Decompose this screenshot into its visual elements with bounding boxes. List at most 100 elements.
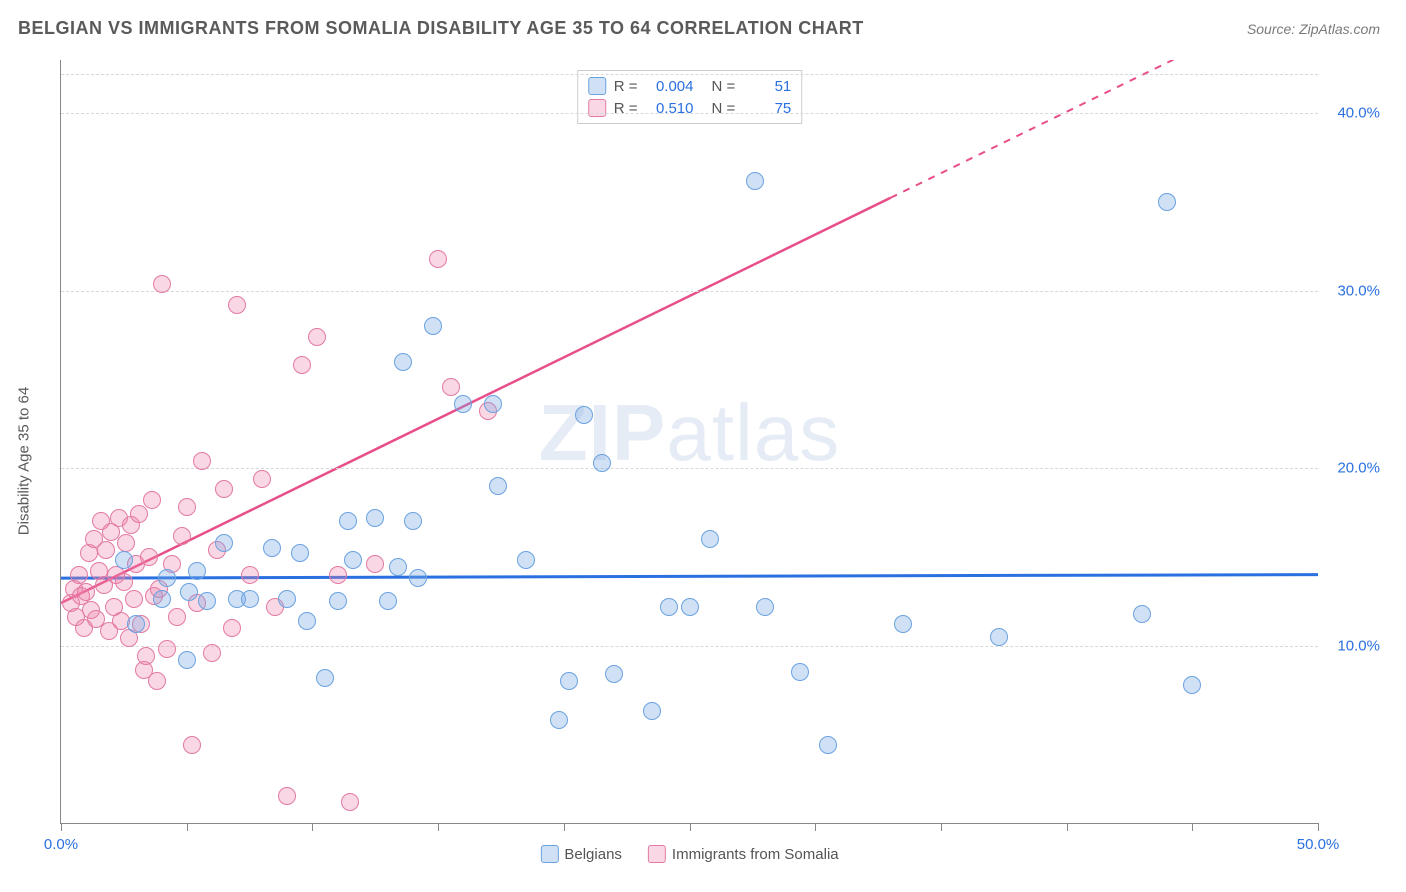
gridline-h: [61, 291, 1318, 292]
scatter-point: [746, 172, 764, 190]
xtick: [690, 823, 691, 831]
scatter-point: [158, 640, 176, 658]
scatter-point: [424, 317, 442, 335]
scatter-point: [894, 615, 912, 633]
scatter-point: [293, 356, 311, 374]
scatter-point: [560, 672, 578, 690]
xtick: [1318, 823, 1319, 831]
scatter-point: [253, 470, 271, 488]
ytick-label: 10.0%: [1322, 637, 1380, 654]
scatter-point: [278, 590, 296, 608]
scatter-point: [1133, 605, 1151, 623]
source-label: Source: ZipAtlas.com: [1247, 21, 1380, 37]
scatter-point: [660, 598, 678, 616]
y-axis-label: Disability Age 35 to 64: [16, 387, 33, 535]
legend-label: Belgians: [564, 846, 622, 863]
r-label: R =: [614, 78, 638, 95]
xtick: [941, 823, 942, 831]
watermark: ZIPatlas: [539, 386, 840, 478]
scatter-point: [1158, 193, 1176, 211]
scatter-point: [125, 590, 143, 608]
scatter-point: [990, 628, 1008, 646]
scatter-point: [442, 378, 460, 396]
trend-line-dash: [891, 60, 1318, 198]
scatter-point: [188, 562, 206, 580]
scatter-point: [140, 548, 158, 566]
scatter-point: [593, 454, 611, 472]
scatter-point: [366, 509, 384, 527]
legend-item: Belgians: [540, 845, 622, 863]
xtick: [61, 823, 62, 831]
scatter-point: [681, 598, 699, 616]
chart-container: Disability Age 35 to 64 ZIPatlas R =0.00…: [18, 50, 1386, 872]
scatter-point: [701, 530, 719, 548]
scatter-point: [489, 477, 507, 495]
scatter-point: [228, 296, 246, 314]
scatter-point: [117, 534, 135, 552]
scatter-point: [484, 395, 502, 413]
scatter-point: [115, 573, 133, 591]
rn-legend-row: R =0.004N =51: [588, 75, 792, 97]
scatter-point: [70, 566, 88, 584]
scatter-point: [127, 615, 145, 633]
scatter-point: [203, 644, 221, 662]
rn-legend: R =0.004N =51R =0.510N =75: [577, 70, 803, 124]
legend-item: Immigrants from Somalia: [648, 845, 839, 863]
chart-title: BELGIAN VS IMMIGRANTS FROM SOMALIA DISAB…: [18, 18, 864, 39]
xtick: [1067, 823, 1068, 831]
scatter-point: [394, 353, 412, 371]
scatter-point: [308, 328, 326, 346]
rn-legend-row: R =0.510N =75: [588, 97, 792, 119]
xtick-label: 0.0%: [44, 836, 78, 853]
scatter-point: [550, 711, 568, 729]
scatter-point: [605, 665, 623, 683]
ytick-label: 40.0%: [1322, 105, 1380, 122]
scatter-point: [241, 590, 259, 608]
gridline-h: [61, 74, 1318, 75]
scatter-point: [178, 651, 196, 669]
xtick: [564, 823, 565, 831]
scatter-point: [153, 275, 171, 293]
xtick: [1192, 823, 1193, 831]
legend-label: Immigrants from Somalia: [672, 846, 839, 863]
xtick: [187, 823, 188, 831]
legend-swatch: [588, 99, 606, 117]
scatter-point: [183, 736, 201, 754]
scatter-point: [756, 598, 774, 616]
scatter-point: [791, 663, 809, 681]
xtick: [438, 823, 439, 831]
scatter-point: [115, 551, 133, 569]
scatter-point: [517, 551, 535, 569]
n-label: N =: [712, 78, 736, 95]
scatter-point: [137, 647, 155, 665]
scatter-point: [339, 512, 357, 530]
ytick-label: 30.0%: [1322, 282, 1380, 299]
ytick-label: 20.0%: [1322, 460, 1380, 477]
scatter-point: [429, 250, 447, 268]
scatter-point: [366, 555, 384, 573]
scatter-point: [643, 702, 661, 720]
scatter-point: [153, 590, 171, 608]
scatter-point: [819, 736, 837, 754]
scatter-point: [77, 583, 95, 601]
legend-swatch: [588, 77, 606, 95]
n-value: 51: [743, 78, 791, 95]
scatter-point: [215, 480, 233, 498]
scatter-point: [97, 541, 115, 559]
scatter-point: [454, 395, 472, 413]
scatter-point: [291, 544, 309, 562]
gridline-h: [61, 468, 1318, 469]
gridline-h: [61, 646, 1318, 647]
scatter-point: [178, 498, 196, 516]
scatter-point: [168, 608, 186, 626]
scatter-point: [215, 534, 233, 552]
trend-lines: [61, 60, 1318, 823]
scatter-point: [389, 558, 407, 576]
scatter-point: [241, 566, 259, 584]
scatter-point: [316, 669, 334, 687]
scatter-point: [148, 672, 166, 690]
scatter-point: [575, 406, 593, 424]
gridline-h: [61, 113, 1318, 114]
xtick: [312, 823, 313, 831]
legend-swatch: [648, 845, 666, 863]
